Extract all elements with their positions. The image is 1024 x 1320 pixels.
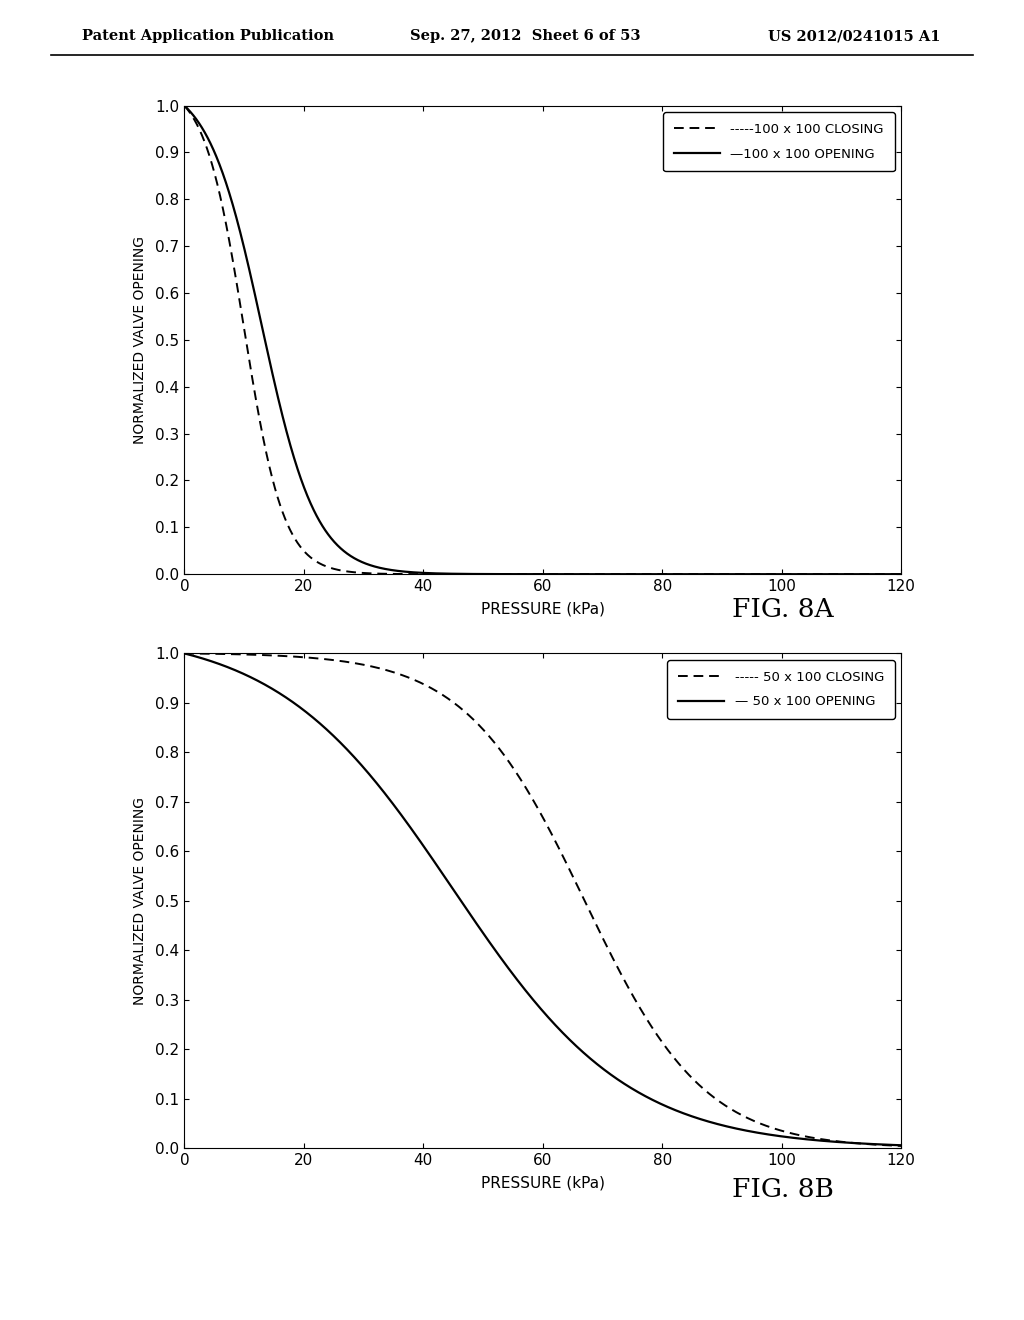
Legend: -----100 x 100 CLOSING, —100 x 100 OPENING: -----100 x 100 CLOSING, —100 x 100 OPENI… (664, 112, 895, 172)
Text: US 2012/0241015 A1: US 2012/0241015 A1 (768, 29, 940, 44)
Y-axis label: NORMALIZED VALVE OPENING: NORMALIZED VALVE OPENING (133, 236, 146, 444)
Text: FIG. 8A: FIG. 8A (732, 597, 834, 622)
Y-axis label: NORMALIZED VALVE OPENING: NORMALIZED VALVE OPENING (133, 797, 146, 1005)
X-axis label: PRESSURE (kPa): PRESSURE (kPa) (480, 601, 605, 616)
Text: FIG. 8B: FIG. 8B (732, 1177, 834, 1203)
Text: Sep. 27, 2012  Sheet 6 of 53: Sep. 27, 2012 Sheet 6 of 53 (410, 29, 640, 44)
Text: Patent Application Publication: Patent Application Publication (82, 29, 334, 44)
Legend: ----- 50 x 100 CLOSING, — 50 x 100 OPENING: ----- 50 x 100 CLOSING, — 50 x 100 OPENI… (668, 660, 895, 719)
X-axis label: PRESSURE (kPa): PRESSURE (kPa) (480, 1175, 605, 1191)
